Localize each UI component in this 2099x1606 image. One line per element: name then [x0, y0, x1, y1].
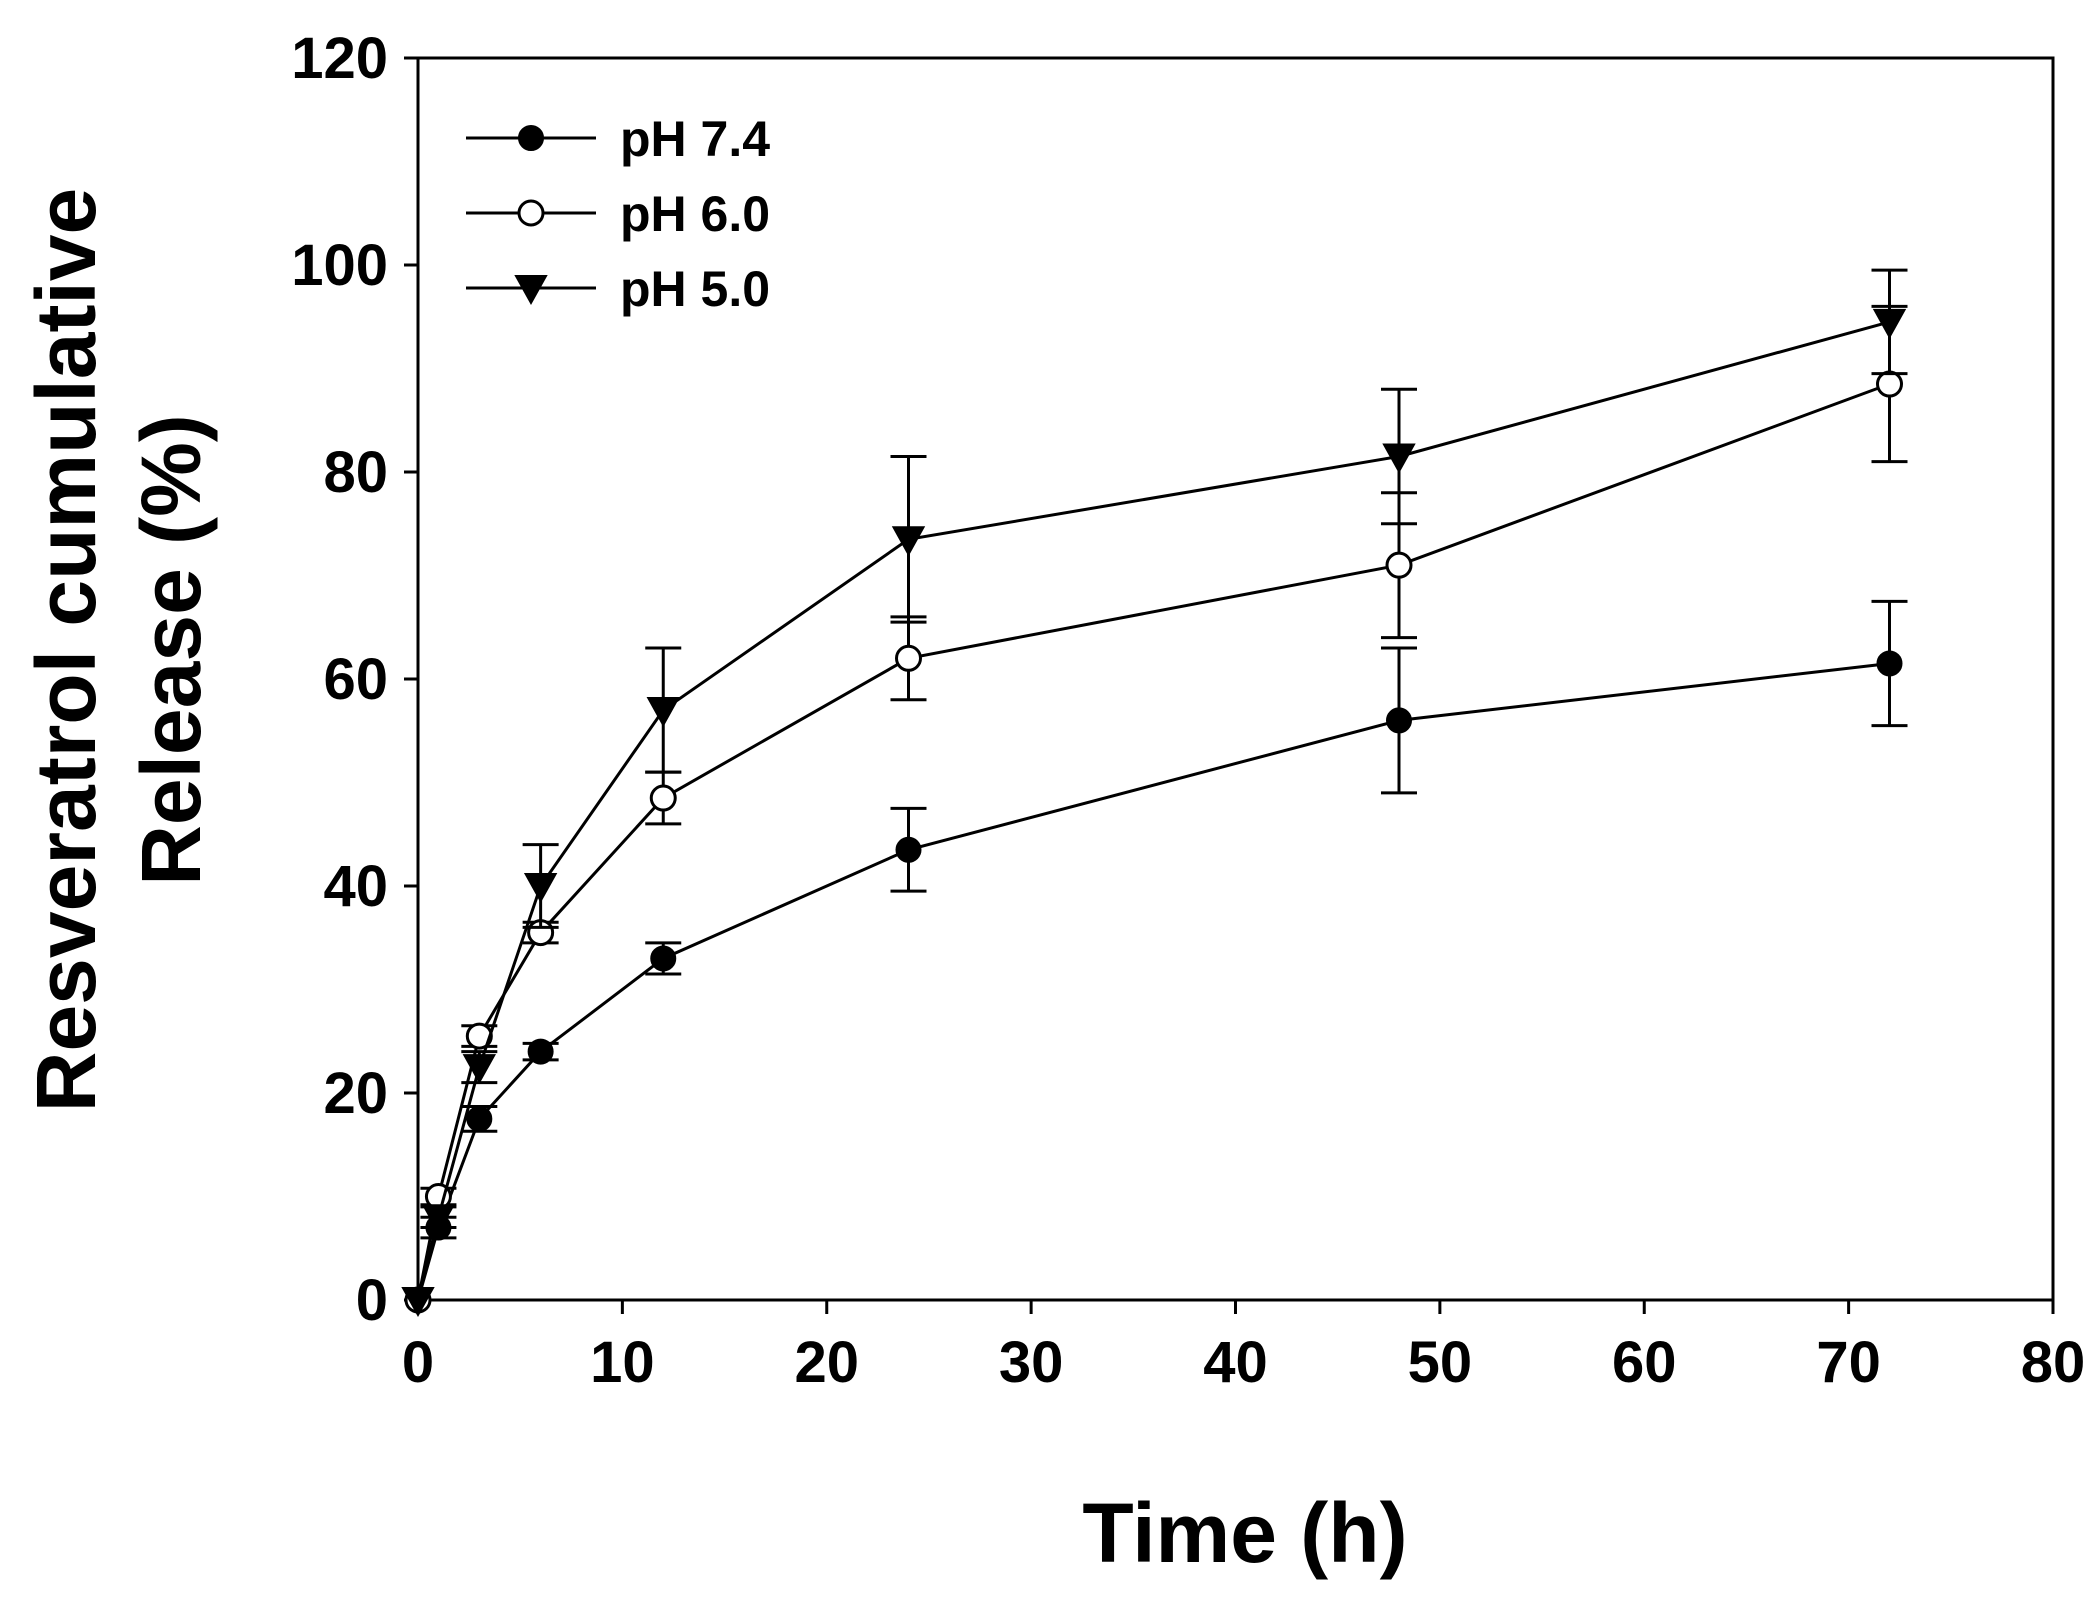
x-tick-label: 10 [590, 1330, 655, 1395]
data-point [891, 526, 926, 557]
data-point [649, 784, 677, 812]
x-tick-label: 20 [794, 1330, 859, 1395]
y-tick-label: 100 [291, 233, 388, 298]
y-axis-title-line1: Resveratrol cumulative [19, 188, 113, 1112]
legend-marker [517, 199, 545, 227]
legend-label: pH 7.4 [620, 111, 770, 167]
series-ph-5-0 [401, 268, 1908, 1318]
y-tick-label: 0 [356, 1268, 388, 1333]
x-tick-label: 70 [1816, 1330, 1881, 1395]
series-layer [401, 268, 1908, 1318]
data-point [462, 1054, 497, 1085]
data-point [646, 697, 680, 728]
data-point [895, 644, 922, 672]
data-point [895, 836, 922, 863]
data-point [1386, 707, 1412, 734]
legend-item: pH 7.4 [466, 111, 770, 167]
legend-item: pH 6.0 [466, 186, 770, 242]
data-point [1876, 370, 1903, 398]
legend: pH 7.4 pH 6.0 pH 5.0 [466, 111, 770, 317]
y-tick-label: 120 [291, 26, 388, 91]
data-point [1382, 443, 1416, 474]
y-tick-label: 40 [323, 854, 388, 919]
data-point [523, 873, 558, 904]
x-tick-label: 50 [1408, 1330, 1473, 1395]
x-axis-title: Time (h) [1082, 1486, 1407, 1580]
x-tick-label: 0 [402, 1330, 434, 1395]
data-point [1872, 308, 1907, 339]
y-axis-title-line2: Release (%) [124, 414, 218, 886]
y-tick-label: 60 [323, 647, 388, 712]
legend-item: pH 5.0 [466, 261, 770, 317]
series-line [416, 320, 1890, 1301]
data-point [466, 1105, 493, 1132]
x-tick-label: 30 [999, 1330, 1064, 1395]
data-point [527, 1038, 554, 1065]
legend-marker [518, 125, 544, 151]
data-point [421, 1204, 456, 1235]
x-tick-label: 80 [2021, 1330, 2086, 1395]
data-point [1385, 551, 1413, 579]
data-point [401, 1287, 435, 1318]
legend-label: pH 5.0 [620, 261, 770, 317]
legend-label: pH 6.0 [620, 186, 770, 242]
data-point [1876, 650, 1903, 677]
legend-marker [514, 275, 548, 306]
y-tick-label: 80 [323, 440, 388, 505]
axis-ticks: 0 10 20 30 40 50 60 70 80 0 20 40 60 80 100 120 [291, 26, 2085, 1395]
x-tick-label: 40 [1203, 1330, 1268, 1395]
y-tick-label: 20 [323, 1061, 388, 1126]
data-point [650, 945, 677, 972]
x-tick-label: 60 [1612, 1330, 1677, 1395]
series-line [416, 382, 1891, 1301]
